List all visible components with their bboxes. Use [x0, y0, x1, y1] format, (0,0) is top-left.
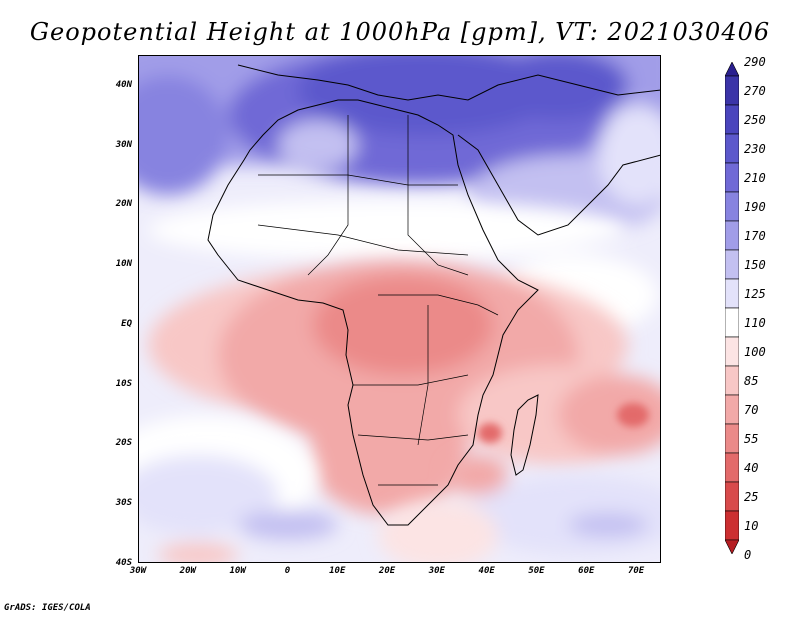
- madagascar-coastline: [510, 394, 539, 476]
- colorbar-swatch: [725, 307, 739, 338]
- colorbar-swatch: [725, 75, 739, 106]
- lat-tick-label: 20S: [115, 438, 132, 449]
- colorbar-swatch: [725, 249, 739, 280]
- country-borders: [257, 115, 499, 486]
- colorbar-tick-label: 270: [744, 83, 766, 98]
- colorbar-swatch: [725, 423, 739, 454]
- lat-tick-label: 40N: [115, 79, 132, 90]
- subtropical-high-south: [138, 415, 661, 563]
- colorbar-tick-label: 125: [744, 286, 766, 301]
- low-pressure-region-tropics: [148, 260, 661, 515]
- lat-tick-label: 40S: [115, 558, 132, 568]
- colorbar-swatch: [725, 133, 739, 164]
- colorbar-swatch: [725, 394, 739, 425]
- colorbar-tick-label: 250: [744, 112, 766, 127]
- lat-tick-label: 10S: [115, 378, 132, 389]
- colorbar-tick-label: 55: [744, 431, 759, 446]
- colorbar-swatch: [725, 336, 739, 367]
- colorbar-swatch: [725, 452, 739, 483]
- colorbar-tick-label: 230: [744, 141, 766, 156]
- colorbar-swatch: [725, 220, 739, 251]
- arabia-coastline: [457, 134, 661, 236]
- map-border: [138, 55, 661, 563]
- colorbar-swatch: [725, 104, 739, 135]
- colorbar-extend-top: [725, 62, 739, 77]
- colorbar-tick-label: 170: [744, 228, 766, 243]
- lon-tick-label: 20E: [378, 566, 396, 576]
- colorbar-tick-label: 0: [744, 547, 752, 562]
- colorbar: [725, 62, 739, 554]
- colorbar-tick-label: 10: [744, 518, 759, 533]
- lat-tick-label: 20N: [115, 199, 132, 210]
- colorbar-swatch: [725, 510, 739, 541]
- lon-tick-label: 20W: [179, 566, 196, 576]
- colorbar-tick-label: 40: [744, 460, 759, 475]
- colorbar-tick-label: 150: [744, 257, 766, 272]
- lat-tick-label: 30S: [115, 498, 132, 509]
- lon-tick-label: 30W: [129, 566, 147, 576]
- coastlines: [207, 64, 661, 526]
- colorbar-tick-label: 110: [744, 315, 766, 330]
- colorbar-extend-bottom: [725, 539, 739, 554]
- colorbar-swatch: [725, 278, 739, 309]
- colorbar-tick-label: 100: [744, 344, 766, 359]
- lon-tick-label: 70E: [627, 566, 645, 576]
- colorbar-tick-label: 210: [744, 170, 766, 185]
- lat-tick-label: EQ: [121, 318, 132, 329]
- lat-tick-label: 30N: [115, 139, 132, 150]
- mediterranean-coastline: [237, 64, 661, 101]
- colorbar-tick-label: 70: [744, 402, 759, 417]
- colorbar-tick-label: 190: [744, 199, 766, 214]
- local-minima: [478, 403, 649, 443]
- lon-tick-label: 30E: [428, 566, 445, 576]
- lon-tick-label: 60E: [578, 566, 595, 576]
- colorbar-swatch: [725, 481, 739, 512]
- colorbar-tick-label: 25: [744, 489, 759, 504]
- africa-coastline: [207, 99, 539, 526]
- colorbar-swatch: [725, 191, 739, 222]
- lon-tick-label: 40E: [478, 566, 495, 576]
- map-title: Geopotential Height at 1000hPa [gpm], VT…: [29, 18, 771, 46]
- lat-tick-label: 10N: [115, 259, 132, 270]
- map-plot-area: [138, 55, 661, 563]
- colorbar-tick-label: 290: [744, 54, 766, 69]
- lon-tick-label: 50E: [528, 566, 545, 576]
- geopotential-height-map: [138, 55, 661, 563]
- lon-tick-label: 10W: [229, 566, 246, 576]
- lon-tick-label: 10E: [329, 566, 346, 576]
- colorbar-swatch: [725, 162, 739, 193]
- lon-tick-label: 0: [284, 566, 291, 576]
- colorbar-tick-label: 85: [744, 373, 759, 388]
- grads-credit: GrADS: IGES/COLA: [4, 603, 91, 613]
- colorbar-swatch: [725, 365, 739, 396]
